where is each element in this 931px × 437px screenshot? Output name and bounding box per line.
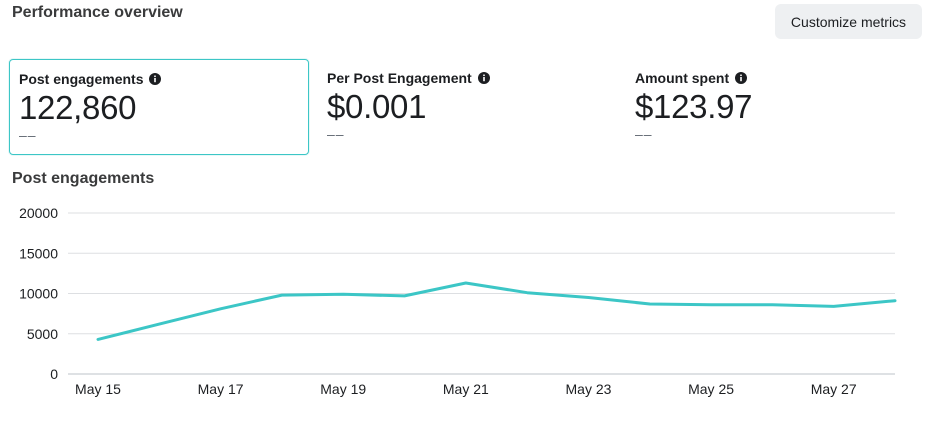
metric-label: Amount spent [635,70,730,86]
data-point[interactable] [462,279,470,287]
data-point[interactable] [768,301,776,309]
metric-value: 122,860 [19,89,137,126]
metric-change: –– [19,127,37,143]
chart-title: Post engagements [12,170,155,187]
data-point[interactable] [584,294,592,302]
line-chart[interactable]: 0 5000 10000 15000 20000 May 15 May 17 May 19 Ma… [0,200,931,437]
metric-change: –– [327,126,345,142]
data-point[interactable] [891,297,899,305]
metric-label: Per Post Engagement [327,70,472,86]
metric-card-per-post-engagement[interactable]: Per Post Engagement $0.001 –– [318,59,618,155]
info-icon[interactable] [477,72,490,84]
series-line[interactable] [96,281,897,341]
data-point[interactable] [217,305,225,313]
metric-card-post-engagements[interactable]: Post engagements 122,860 –– [9,59,309,155]
x-tick-label: May 15 [75,381,121,397]
x-tick-label: May 27 [811,381,857,397]
data-point[interactable] [94,335,102,343]
y-tick-label: 10000 [19,286,58,302]
data-point[interactable] [401,292,409,300]
x-tick-label: May 19 [320,381,366,397]
metric-card-amount-spent[interactable]: Amount spent $123.97 –– [626,59,926,155]
metric-label: Post engagements [19,71,144,87]
info-icon[interactable] [735,72,748,84]
x-tick-label: May 21 [443,381,489,397]
info-icon[interactable] [149,73,162,85]
metric-value: $0.001 [327,88,427,125]
data-point[interactable] [830,302,838,310]
data-point[interactable] [155,320,163,328]
data-point[interactable] [523,289,531,297]
metric-value: $123.97 [635,88,753,125]
x-tick-label: May 23 [566,381,612,397]
metric-change: –– [635,126,653,142]
x-tick-label: May 25 [688,381,734,397]
data-point[interactable] [278,291,286,299]
y-tick-label: 20000 [19,205,58,221]
data-point[interactable] [339,290,347,298]
x-tick-label: May 17 [198,381,244,397]
y-tick-label: 0 [50,366,58,382]
data-point[interactable] [646,300,654,308]
data-point[interactable] [707,301,715,309]
customize-metrics-button[interactable]: Customize metrics [775,4,922,39]
section-title: Performance overview [12,4,183,21]
y-tick-label: 5000 [27,326,58,342]
y-tick-label: 15000 [19,245,58,261]
